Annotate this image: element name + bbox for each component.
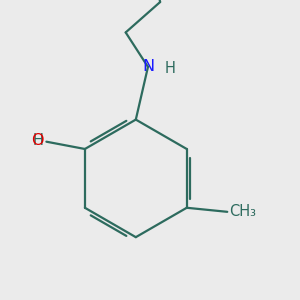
Text: H: H [32,134,43,148]
Text: N: N [142,59,154,74]
Text: O: O [32,134,44,148]
Text: CH₃: CH₃ [229,204,256,219]
Text: H: H [165,61,176,76]
